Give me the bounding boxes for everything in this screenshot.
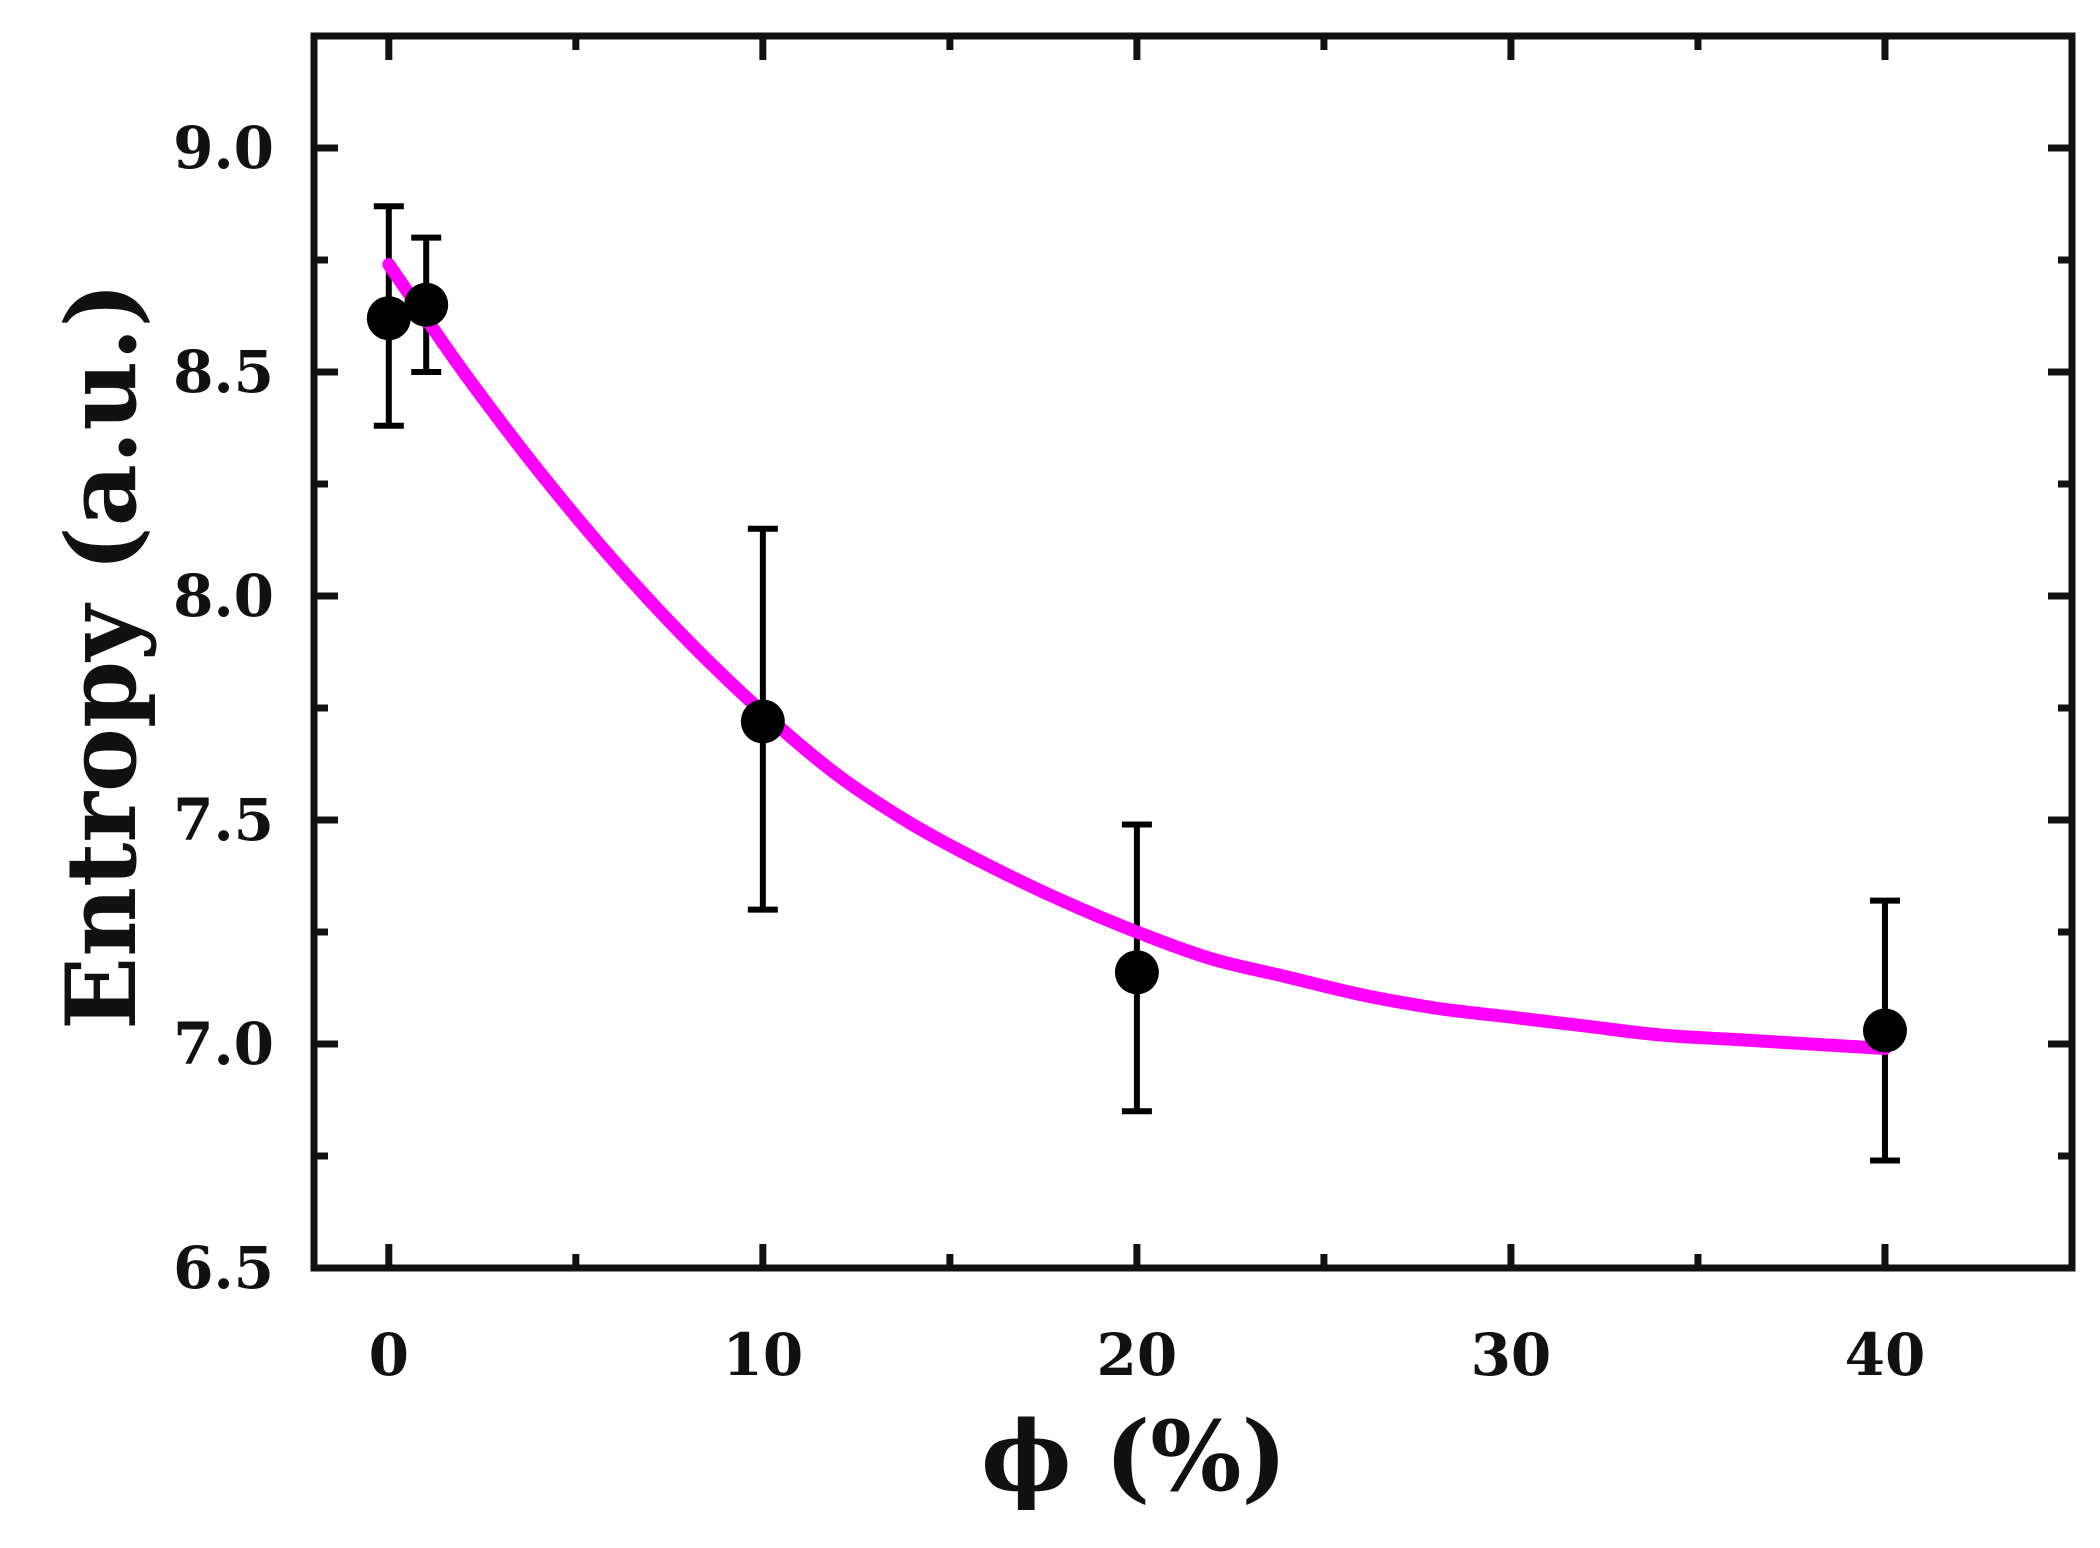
x-tick-labels: 0 10 20 30 40 <box>369 1321 1926 1389</box>
y-tick-label: 7.0 <box>173 1010 274 1078</box>
x-tick-label: 40 <box>1845 1321 1926 1389</box>
data-point <box>1862 1008 1907 1053</box>
error-bars <box>373 203 1900 1164</box>
data-point <box>404 282 449 327</box>
y-tick-labels: 6.5 7.0 7.5 8.0 8.5 9.0 <box>173 114 274 1302</box>
plot-frame <box>310 32 2076 1272</box>
y-tick-label: 7.5 <box>173 786 274 854</box>
data-points <box>366 282 1907 1053</box>
data-point <box>366 296 411 341</box>
y-axis-title: Entropy (a.u.) <box>45 282 158 1030</box>
axis-ticks <box>314 36 2072 1272</box>
x-tick-label: 0 <box>369 1321 409 1389</box>
y-tick-label: 9.0 <box>173 114 274 182</box>
x-tick-label: 10 <box>722 1321 803 1389</box>
y-tick-label: 6.5 <box>173 1234 274 1302</box>
x-axis-title: ϕ (%) <box>981 1400 1287 1513</box>
x-tick-label: 30 <box>1471 1321 1552 1389</box>
data-point <box>740 699 785 744</box>
fit-curve <box>382 258 1892 1055</box>
y-tick-label: 8.5 <box>173 338 274 406</box>
y-tick-label: 8.0 <box>173 562 274 630</box>
data-point <box>1114 950 1159 995</box>
x-tick-label: 20 <box>1097 1321 1178 1389</box>
